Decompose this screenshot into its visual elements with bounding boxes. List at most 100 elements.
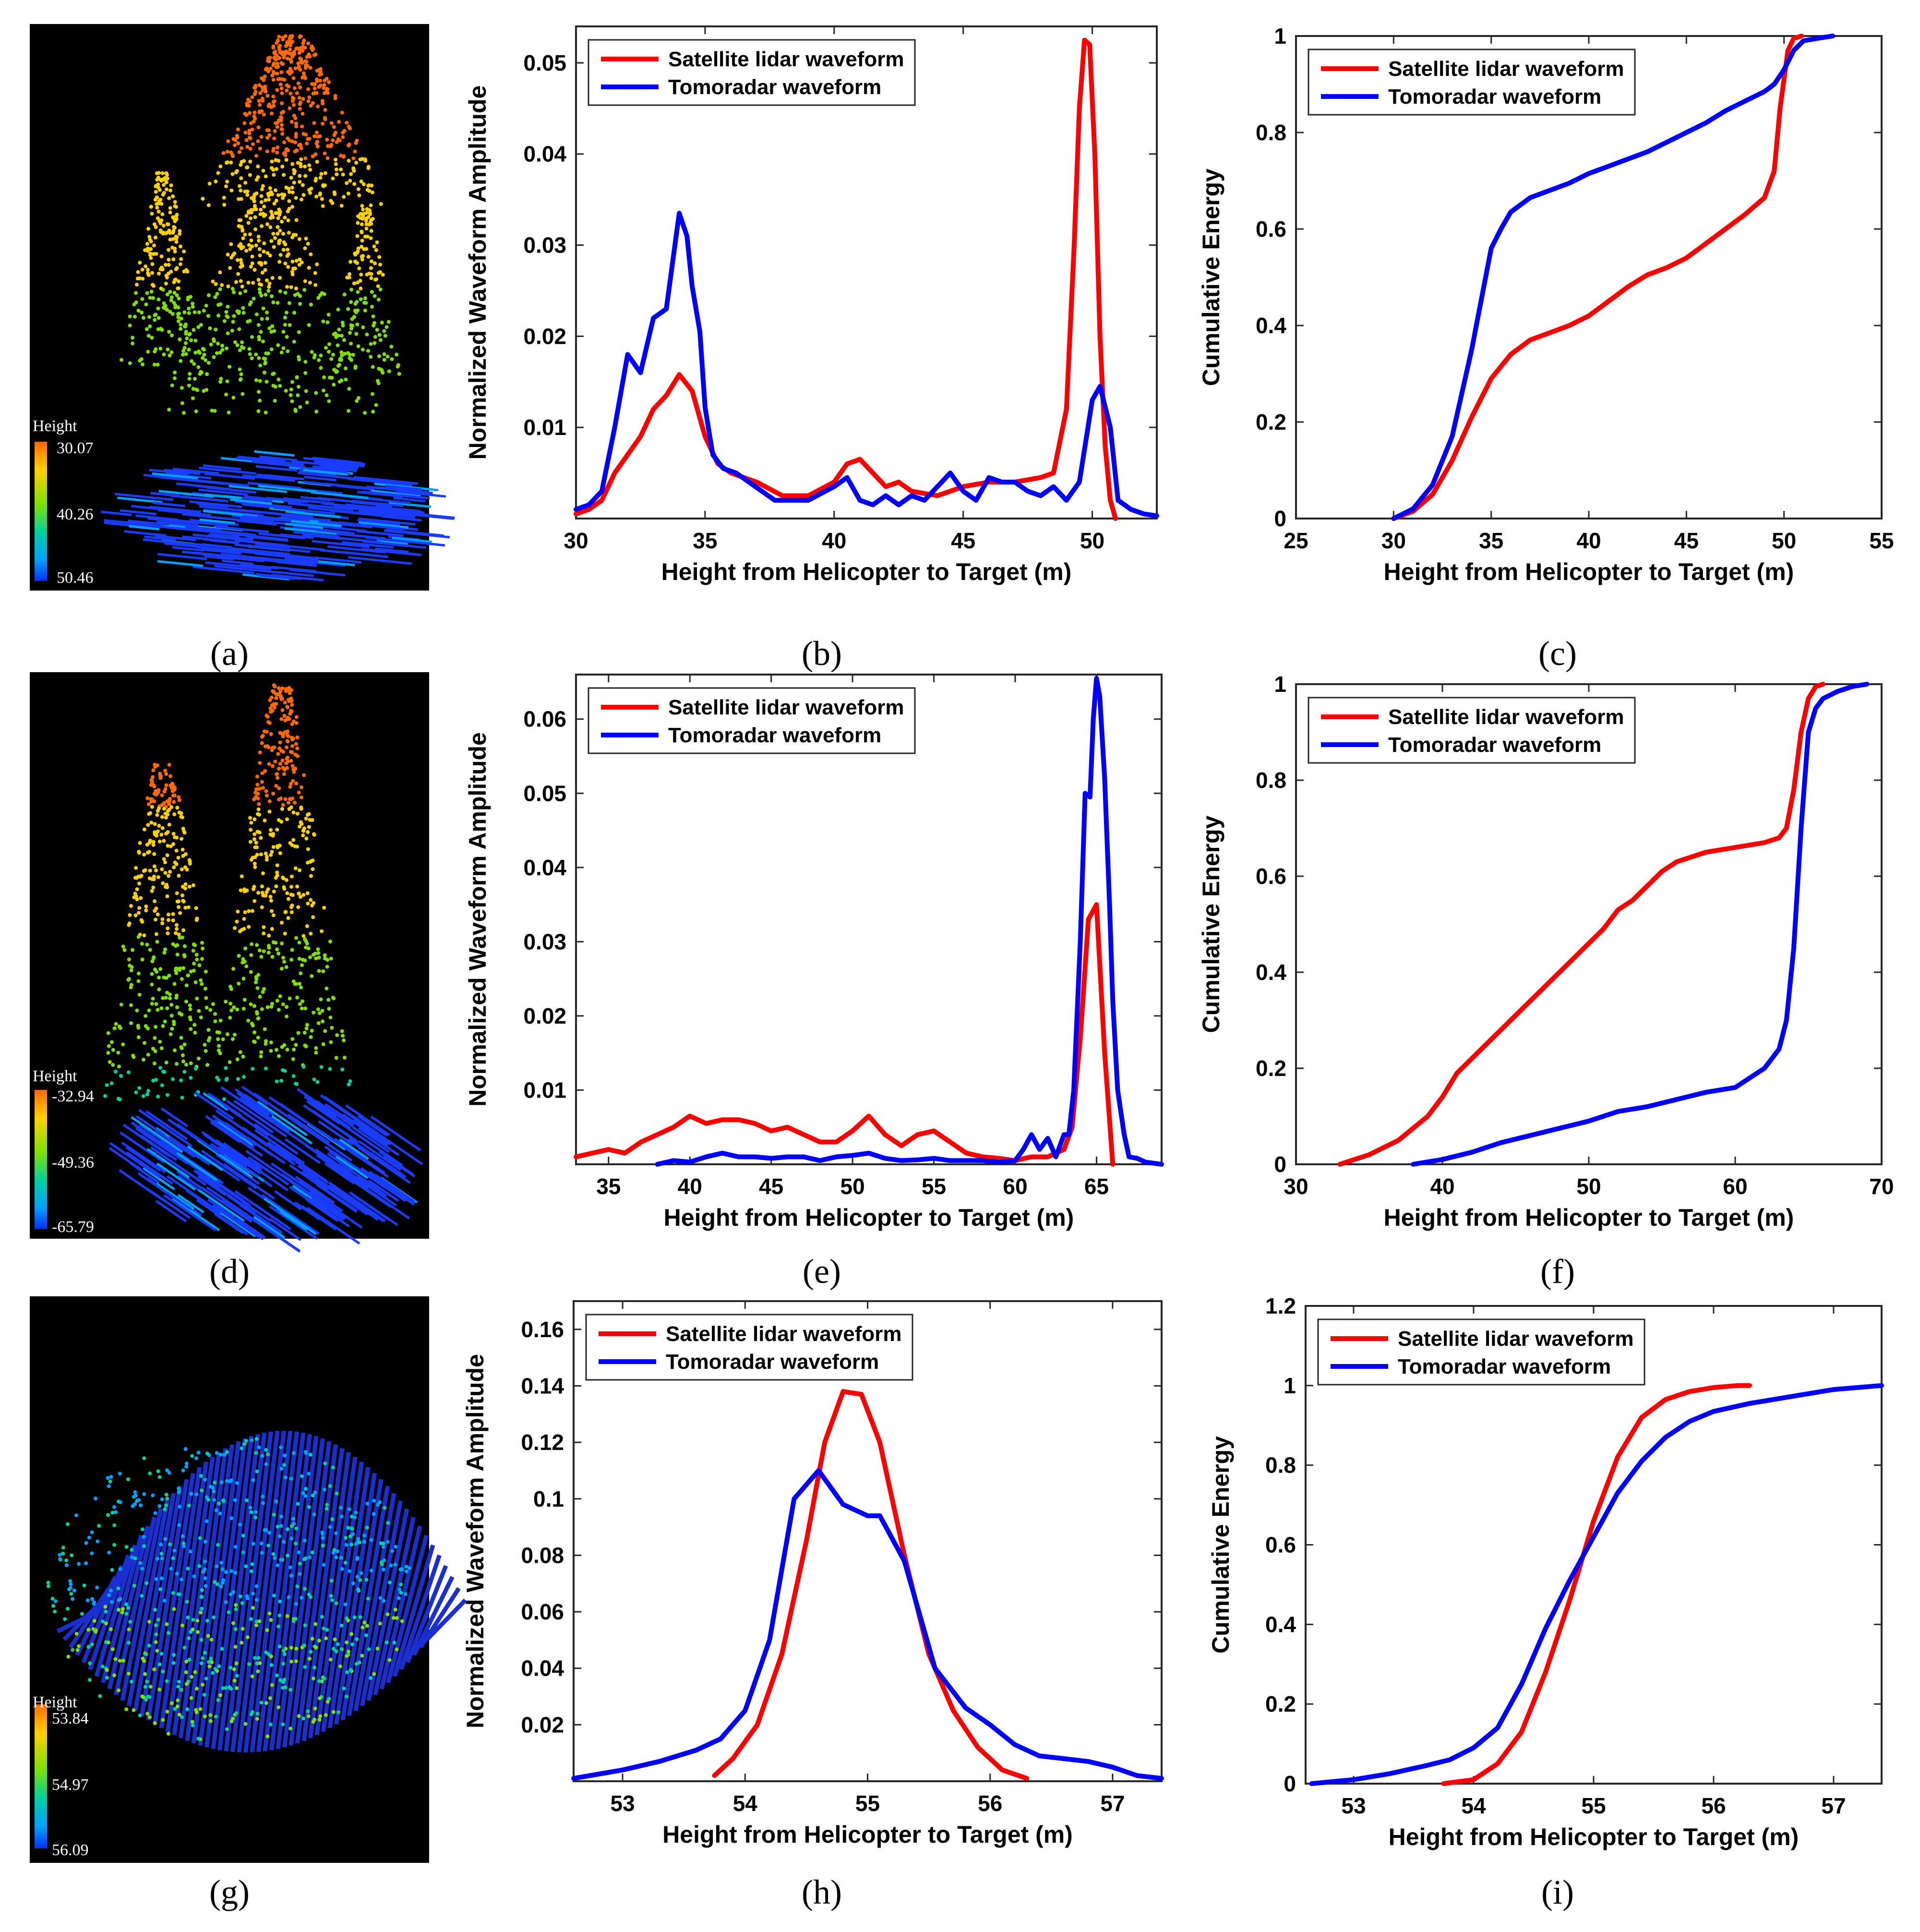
ground-streak (300, 503, 354, 511)
point (283, 290, 288, 295)
ground-streak (281, 514, 331, 522)
point (69, 1592, 73, 1596)
point (165, 1710, 169, 1714)
ground-streak (185, 525, 222, 531)
point (159, 254, 164, 259)
point (253, 1515, 258, 1520)
point (299, 162, 303, 166)
point (148, 296, 152, 300)
point (167, 918, 170, 922)
point (334, 368, 338, 373)
point (290, 272, 295, 277)
ground-streak (206, 1186, 249, 1217)
point (329, 357, 334, 361)
point (180, 1715, 184, 1719)
point (86, 1628, 91, 1632)
point (229, 160, 233, 165)
point (154, 1577, 158, 1581)
point (289, 885, 293, 889)
point (282, 173, 286, 177)
point (46, 1581, 50, 1585)
point (289, 910, 294, 914)
point (359, 180, 363, 183)
point (300, 958, 305, 962)
point (206, 203, 211, 207)
ground-streak (232, 533, 288, 541)
point (172, 793, 177, 797)
point (360, 348, 365, 352)
plot-area (1295, 683, 1883, 1165)
point (147, 802, 151, 807)
point (257, 356, 261, 360)
point (153, 1607, 157, 1612)
point (269, 1004, 274, 1009)
point (212, 1615, 216, 1619)
point (322, 1563, 326, 1567)
point (85, 1598, 90, 1603)
ground-streak (212, 1204, 259, 1238)
point (166, 926, 170, 930)
ground-streak (319, 1197, 363, 1229)
ground-streak (241, 1086, 269, 1106)
point (275, 1673, 279, 1678)
point (87, 1535, 91, 1540)
point (127, 957, 131, 962)
x-tick-label: 56 (978, 1791, 1002, 1816)
x-axis-title: Height from Helicopter to Target (m) (661, 558, 1072, 585)
point (308, 1555, 312, 1559)
point (382, 358, 386, 362)
point (299, 157, 303, 161)
x-tick-label: 53 (610, 1791, 635, 1816)
point (218, 1511, 222, 1516)
point (339, 358, 343, 362)
point (158, 347, 163, 350)
point (375, 240, 379, 244)
point (58, 1557, 62, 1561)
ground-streak (199, 466, 256, 475)
point (291, 779, 295, 783)
point (324, 1713, 328, 1717)
point (400, 1619, 404, 1623)
point (100, 1665, 105, 1668)
point (389, 1563, 393, 1568)
point (154, 793, 158, 797)
x-tick-label: 30 (1284, 1174, 1308, 1199)
point (357, 266, 361, 271)
point (192, 1023, 197, 1027)
point (233, 1627, 238, 1631)
point (264, 1701, 268, 1705)
point (344, 377, 348, 382)
point (313, 1490, 317, 1495)
point (179, 327, 183, 331)
point (249, 265, 253, 269)
point (348, 1668, 353, 1672)
y-tick-label: 0.04 (521, 1656, 564, 1681)
point (146, 334, 151, 338)
series-line-tomoradar (1391, 34, 1836, 521)
point (158, 1542, 163, 1546)
point (198, 351, 202, 355)
point (185, 336, 189, 340)
point (288, 1727, 293, 1731)
point (297, 64, 301, 69)
point (256, 1656, 261, 1660)
point (341, 1034, 345, 1038)
ground-streak (237, 519, 277, 526)
point (286, 734, 290, 738)
scan-stripe (243, 1430, 286, 1753)
point (291, 838, 296, 842)
point (360, 1625, 365, 1630)
point (264, 851, 268, 856)
point (128, 361, 132, 365)
point (156, 209, 161, 214)
point (139, 874, 144, 878)
point (180, 837, 184, 841)
point (312, 134, 317, 138)
colorbar-title: Height (33, 1693, 77, 1711)
point (364, 227, 369, 231)
scan-stripe (230, 1431, 273, 1752)
point (365, 1525, 369, 1530)
point (303, 937, 307, 942)
point (181, 899, 185, 903)
point (204, 303, 208, 308)
